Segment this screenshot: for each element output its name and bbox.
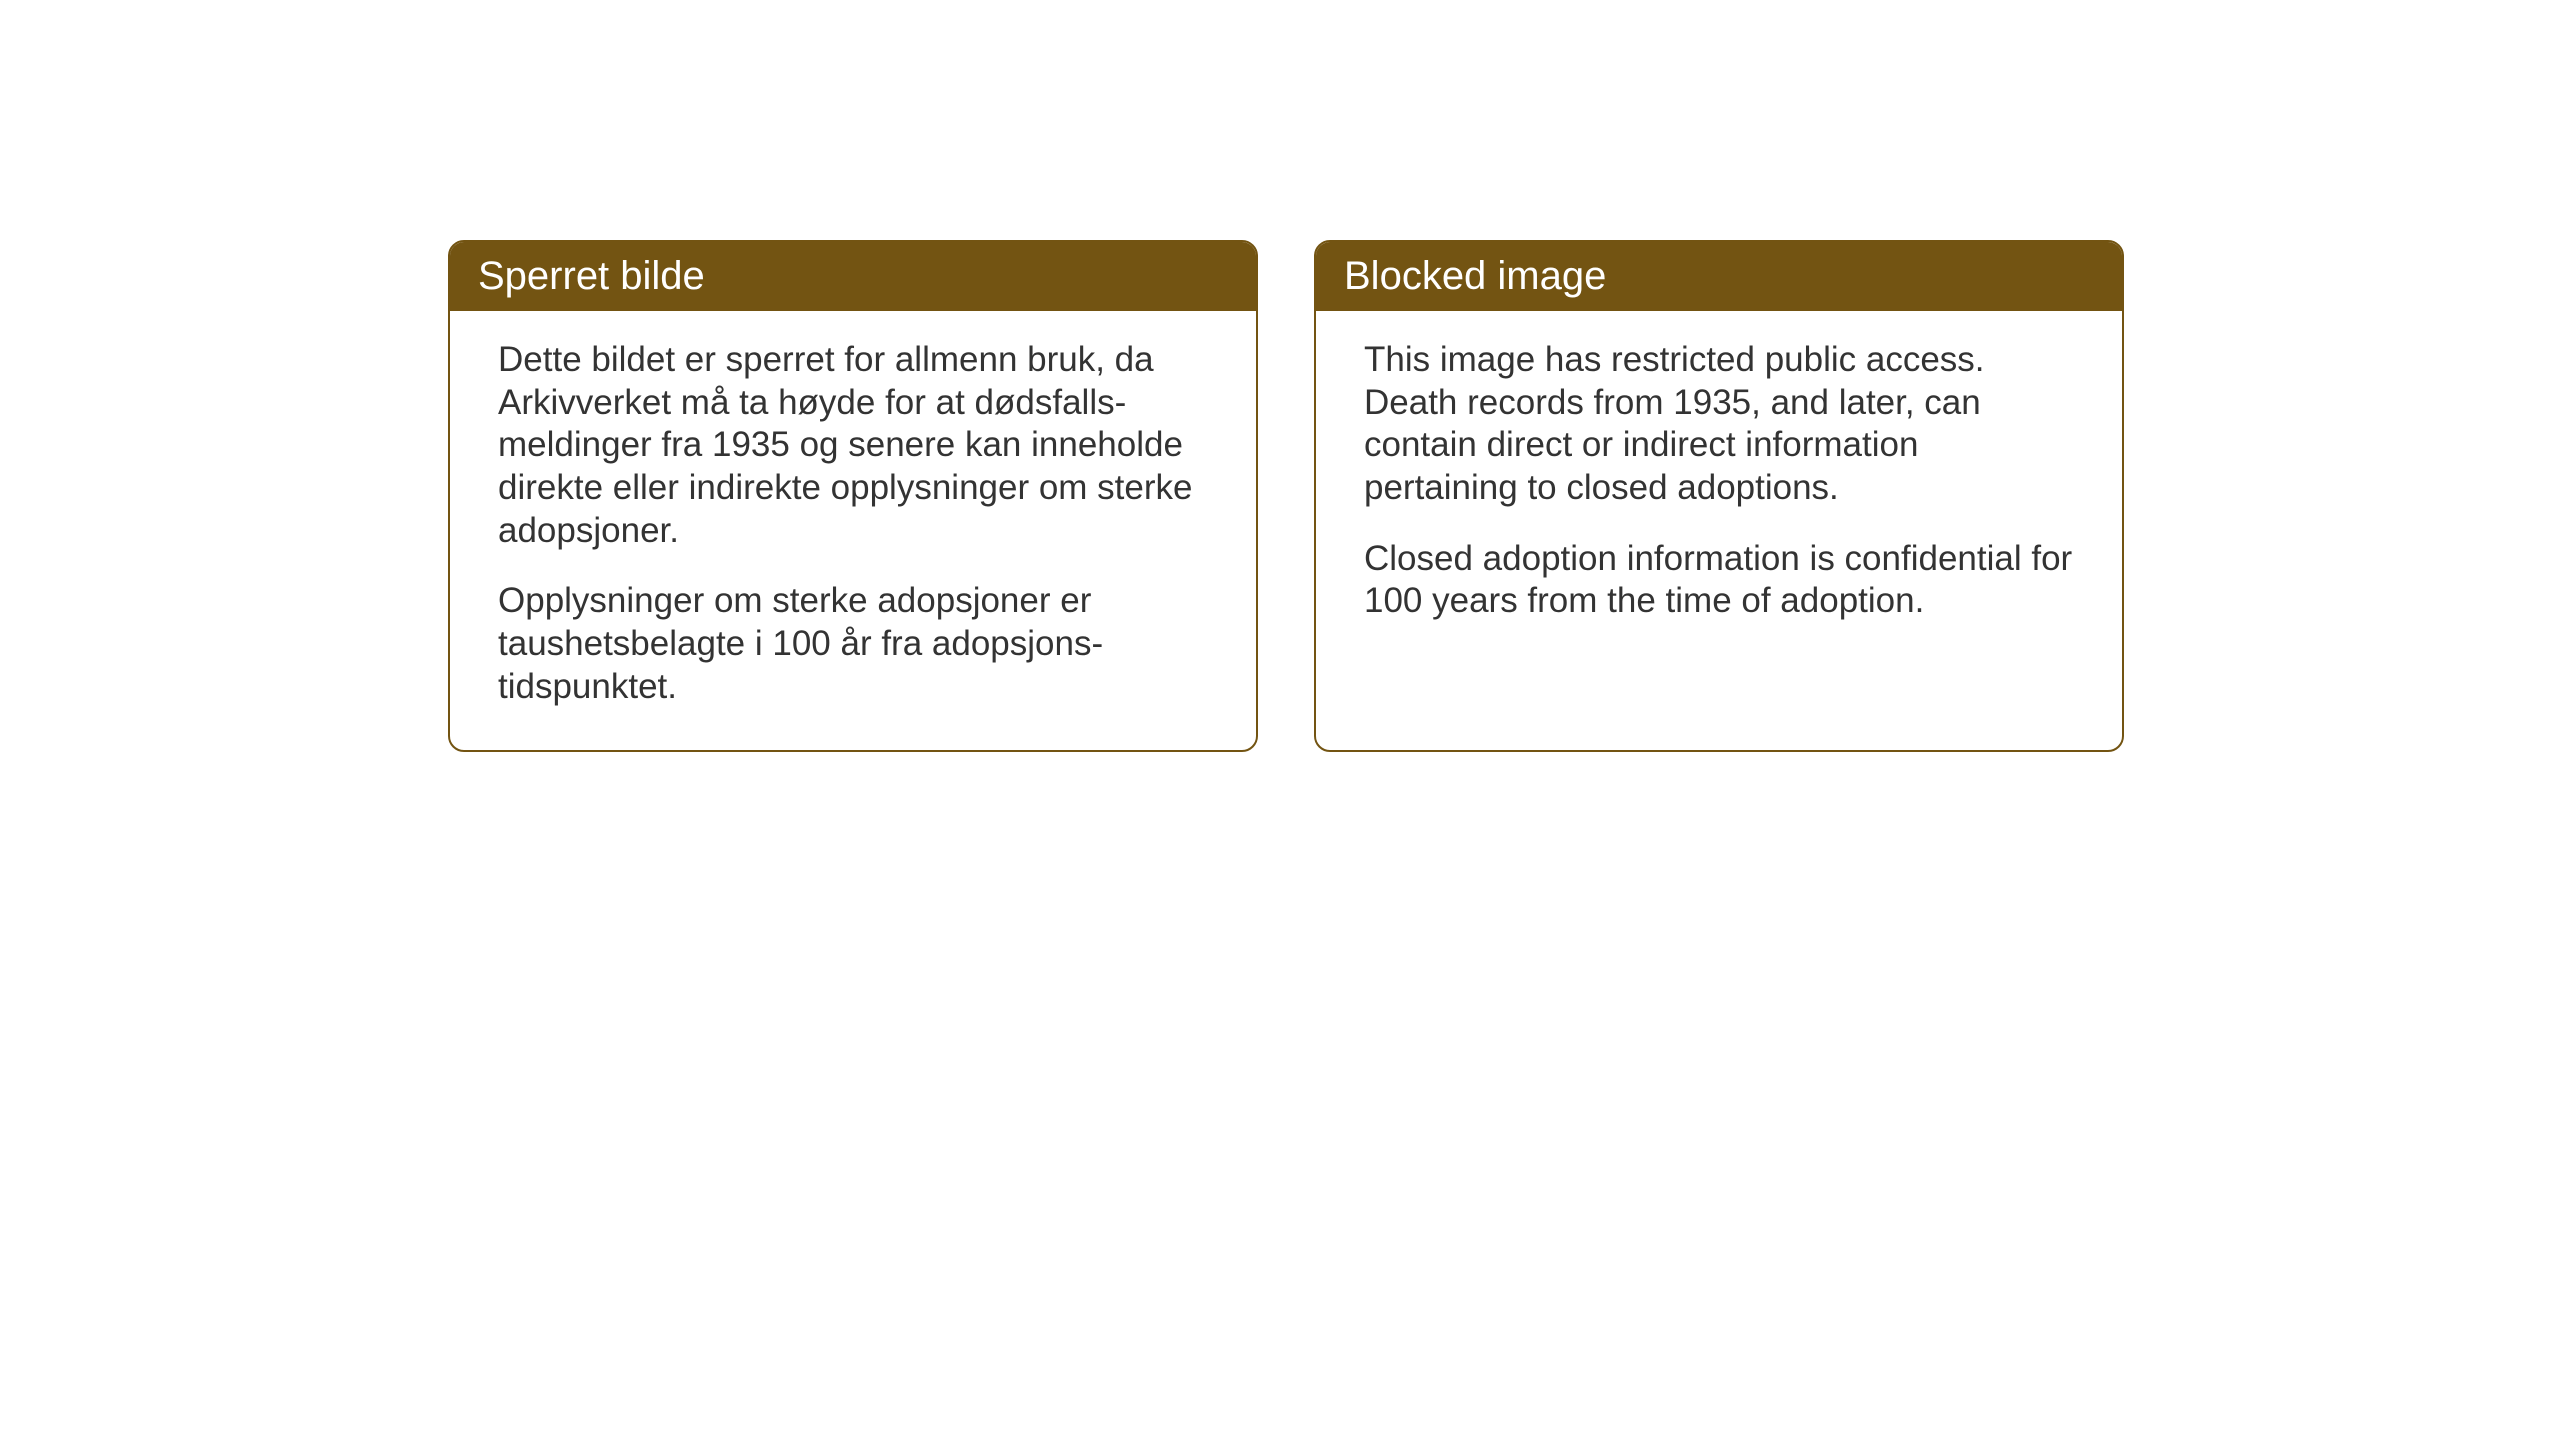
- notice-paragraph-1-no: Dette bildet er sperret for allmenn bruk…: [498, 339, 1208, 552]
- card-body-norwegian: Dette bildet er sperret for allmenn bruk…: [450, 311, 1256, 749]
- notice-paragraph-1-en: This image has restricted public access.…: [1364, 339, 2074, 510]
- notice-paragraph-2-no: Opplysninger om sterke adopsjoner er tau…: [498, 580, 1208, 708]
- card-header-norwegian: Sperret bilde: [450, 242, 1256, 311]
- card-header-english: Blocked image: [1316, 242, 2122, 311]
- notice-paragraph-2-en: Closed adoption information is confident…: [1364, 538, 2074, 623]
- notice-container: Sperret bilde Dette bildet er sperret fo…: [448, 240, 2124, 752]
- notice-card-english: Blocked image This image has restricted …: [1314, 240, 2124, 752]
- notice-card-norwegian: Sperret bilde Dette bildet er sperret fo…: [448, 240, 1258, 752]
- card-body-english: This image has restricted public access.…: [1316, 311, 2122, 663]
